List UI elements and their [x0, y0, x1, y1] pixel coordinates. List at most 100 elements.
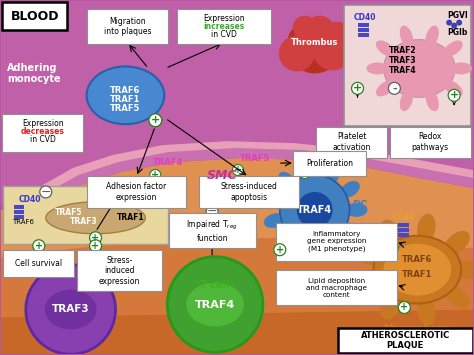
FancyBboxPatch shape [397, 233, 410, 237]
FancyBboxPatch shape [199, 175, 299, 208]
Ellipse shape [278, 172, 296, 191]
FancyBboxPatch shape [338, 328, 473, 353]
Ellipse shape [374, 236, 461, 304]
Ellipse shape [400, 90, 413, 111]
FancyBboxPatch shape [276, 223, 397, 261]
FancyBboxPatch shape [87, 9, 168, 44]
Ellipse shape [264, 192, 285, 207]
Circle shape [398, 301, 410, 313]
Text: BLOOD: BLOOD [10, 10, 59, 23]
Text: Migration
into plaques: Migration into plaques [104, 17, 151, 36]
Circle shape [149, 114, 162, 127]
Text: Inflammatory
gene expression
(M1 phenotype): Inflammatory gene expression (M1 phenoty… [307, 231, 366, 252]
Text: −: − [40, 185, 51, 198]
Circle shape [40, 186, 52, 198]
Text: -: - [392, 83, 397, 93]
Text: +: + [301, 168, 309, 178]
Text: Lipid deposition
and macrophage
content: Lipid deposition and macrophage content [306, 278, 367, 297]
FancyBboxPatch shape [14, 210, 24, 214]
FancyBboxPatch shape [2, 2, 67, 30]
Text: Expression: Expression [203, 14, 245, 23]
Text: +: + [151, 115, 160, 125]
Circle shape [206, 206, 218, 218]
Text: TRAF5: TRAF5 [240, 154, 270, 163]
Ellipse shape [87, 66, 164, 124]
Bar [1, 305, 473, 354]
Text: TRAF3: TRAF3 [389, 56, 416, 65]
Ellipse shape [444, 285, 470, 308]
Ellipse shape [301, 162, 316, 183]
Polygon shape [53, 158, 473, 225]
Text: CD40: CD40 [353, 13, 376, 22]
Ellipse shape [400, 26, 413, 47]
Circle shape [448, 89, 460, 101]
Circle shape [279, 36, 315, 71]
Text: TRAF4: TRAF4 [297, 205, 332, 215]
Text: Redox
pathways: Redox pathways [412, 132, 449, 152]
Text: +: + [234, 165, 242, 175]
Text: Impaired T$_{reg}$
function: Impaired T$_{reg}$ function [186, 219, 238, 242]
Text: TRAF3: TRAF3 [70, 217, 98, 226]
Ellipse shape [450, 62, 472, 75]
Circle shape [313, 31, 353, 70]
Circle shape [299, 168, 310, 179]
Text: PGVI: PGVI [447, 11, 467, 20]
Ellipse shape [454, 261, 474, 279]
Text: Stress-induced
apoptosis: Stress-induced apoptosis [220, 182, 277, 202]
Circle shape [456, 20, 462, 26]
Ellipse shape [354, 245, 383, 265]
Ellipse shape [426, 26, 439, 47]
Circle shape [293, 16, 317, 39]
Text: Proliferation: Proliferation [306, 159, 353, 168]
Text: Expression: Expression [22, 119, 64, 128]
Circle shape [280, 175, 349, 245]
Text: Thrombus: Thrombus [291, 38, 338, 47]
Text: TRAF1: TRAF1 [110, 95, 141, 104]
Text: TRAF2: TRAF2 [389, 46, 416, 55]
FancyBboxPatch shape [14, 205, 24, 209]
Polygon shape [49, 148, 473, 200]
FancyBboxPatch shape [2, 114, 83, 152]
Text: TRAF1: TRAF1 [117, 213, 144, 222]
Ellipse shape [186, 283, 244, 326]
FancyBboxPatch shape [276, 270, 397, 305]
FancyBboxPatch shape [344, 5, 471, 126]
Text: +: + [276, 245, 284, 255]
Text: Cell survival: Cell survival [15, 259, 63, 268]
FancyBboxPatch shape [357, 33, 369, 37]
Ellipse shape [46, 202, 146, 234]
Ellipse shape [264, 213, 285, 228]
Text: +: + [388, 243, 396, 253]
Text: TRAF3: TRAF3 [52, 305, 90, 315]
Circle shape [33, 240, 45, 252]
Ellipse shape [417, 296, 436, 326]
Circle shape [386, 242, 398, 254]
Circle shape [323, 22, 351, 49]
Text: Adhesion factor
expression: Adhesion factor expression [106, 182, 166, 202]
Text: increases: increases [203, 22, 245, 31]
Ellipse shape [301, 236, 316, 258]
FancyBboxPatch shape [293, 151, 366, 175]
Polygon shape [1, 248, 473, 317]
Text: +: + [353, 83, 362, 93]
Text: +: + [91, 233, 100, 243]
Circle shape [305, 16, 335, 45]
Circle shape [167, 257, 263, 352]
Circle shape [352, 82, 364, 94]
Circle shape [446, 20, 452, 26]
Text: Macrophage: Macrophage [383, 324, 451, 334]
Text: DC: DC [353, 200, 368, 210]
Text: TRAF6: TRAF6 [12, 219, 34, 225]
Ellipse shape [444, 80, 463, 97]
Text: +: + [449, 90, 459, 100]
FancyBboxPatch shape [390, 127, 471, 158]
Polygon shape [1, 1, 473, 205]
Ellipse shape [426, 90, 439, 111]
Circle shape [90, 232, 101, 244]
Text: Platelet
activation: Platelet activation [332, 132, 371, 152]
Text: +: + [151, 170, 159, 180]
FancyBboxPatch shape [316, 127, 387, 158]
Ellipse shape [340, 181, 360, 198]
Polygon shape [43, 141, 473, 192]
Ellipse shape [366, 62, 388, 75]
